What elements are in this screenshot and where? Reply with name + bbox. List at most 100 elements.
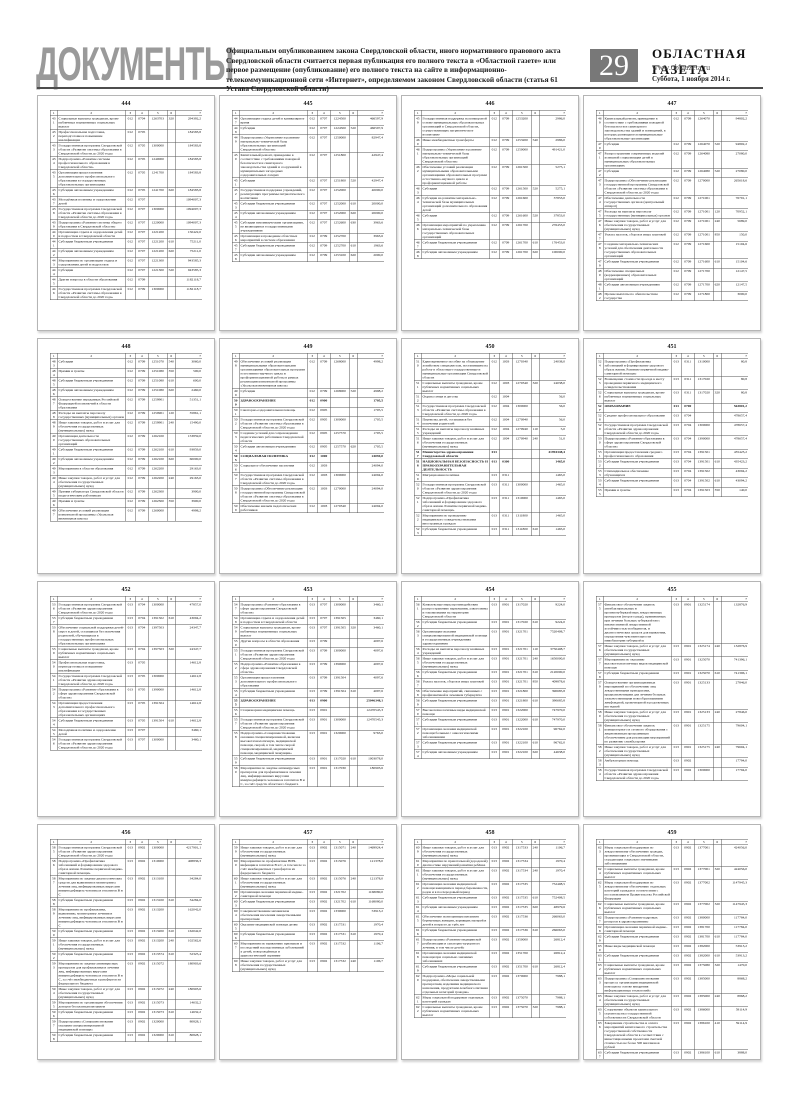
- row-number: 638: [596, 1059, 603, 1060]
- code-section: 0709: [317, 358, 331, 389]
- table-box-455: 455 1 2 3 4 5 6 7 575 Финансовое обеспечение заку…: [583, 581, 761, 817]
- row-number: 576: [596, 643, 604, 657]
- table-row: 528 Среднее профессиональное образование 0…: [596, 412, 748, 423]
- publication-notice-text: Официальным опубликованием закона Свердл…: [226, 46, 561, 84]
- code-target-article: 1221200: [148, 248, 168, 258]
- row-amount: 56,0: [539, 416, 566, 427]
- table-row: 535 Премии и гранты 013 0704 1391503 350 140,0: [596, 487, 748, 497]
- row-amount: 150,0: [721, 231, 748, 242]
- code-expense-type: 240: [531, 867, 540, 882]
- row-amount: 747970,0: [539, 707, 566, 717]
- row-description: Распространение современных моделей успе…: [603, 150, 672, 169]
- code-expense-type: 320: [713, 901, 722, 915]
- table-box-449: 449 1 2 3 4 5 6 7 498 Обеспечение условий реализа…: [219, 338, 397, 574]
- row-description: Иные виды медицинской помощи: [603, 943, 672, 953]
- code-expense-type: 620: [713, 1059, 721, 1060]
- row-amount: 59114,9: [721, 1006, 748, 1021]
- table-box-448: 448 1 2 3 4 5 6 7 483 Субсидии 012 0709 1251070 540 30…: [37, 338, 215, 574]
- code-grbs: 013: [489, 894, 500, 905]
- code-grbs: 012: [489, 239, 500, 250]
- row-number: 561: [414, 601, 422, 620]
- row-number: 495: [50, 488, 58, 499]
- code-expense-type: [531, 601, 540, 620]
- code-target-article: 1270340: [512, 380, 532, 394]
- row-description: Оказание медицинской помощи детям: [239, 921, 308, 932]
- row-amount: 184583,8: [175, 156, 202, 170]
- code-grbs: 013: [671, 656, 682, 671]
- page-number-badge: 29: [590, 49, 638, 82]
- code-section: 0311: [681, 376, 695, 390]
- code-section: 0902: [135, 960, 149, 987]
- row-amount: 24094,0: [357, 485, 384, 504]
- code-grbs: 012: [671, 218, 682, 232]
- row-number: 487: [50, 396, 58, 411]
- row-description: Субсидии бюджетным учреждениям: [57, 446, 126, 457]
- table-row: 551 Государственная программа Свердловско…: [232, 647, 384, 662]
- row-amount: 80828,1: [175, 1018, 202, 1033]
- code-expense-type: [713, 924, 722, 934]
- table-row: 520 Государственная программа Свердловско…: [414, 481, 566, 496]
- code-expense-type: [349, 716, 358, 731]
- code-target-article: 1271800: [694, 291, 714, 301]
- code-target-article: 1263703: [148, 115, 168, 130]
- row-amount: 93859,0: [175, 446, 202, 457]
- code-section: 0707: [317, 615, 331, 625]
- row-description: Меры социальной поддержки отдельных кате…: [421, 994, 490, 1005]
- row-number: 612: [414, 881, 422, 895]
- code-target-article: 1386100: [694, 1049, 714, 1059]
- row-amount: 2000,0: [357, 252, 384, 262]
- code-target-article: 1300000: [694, 422, 714, 436]
- row-description: Субсидии бюджетным учреждениям: [421, 239, 490, 250]
- code-target-article: 1300000: [148, 844, 168, 859]
- code-target-article: 1317535: [512, 894, 532, 905]
- row-amount: 4097,6: [357, 674, 384, 689]
- row-number: 471: [596, 150, 604, 169]
- row-description: Государственная программа Свердловской о…: [239, 716, 308, 731]
- code-expense-type: [349, 674, 358, 689]
- row-description: СОЦИАЛЬНАЯ ПОЛИТИКА: [239, 453, 308, 463]
- row-amount: 34284,0: [175, 897, 202, 907]
- code-target-article: 1300000: [512, 403, 532, 417]
- row-number: 553: [232, 674, 240, 689]
- code-target-article: 1221200: [148, 238, 168, 249]
- code-target-article: 1322100: [512, 739, 532, 750]
- row-number: 560: [232, 765, 240, 787]
- row-amount: 24094,0: [357, 472, 384, 486]
- budget-table-445: 1 2 3 4 5 6 7 447 Организация отдыха детей в кан…: [232, 110, 384, 262]
- code-section: 0704: [681, 458, 695, 469]
- code-grbs: 013: [307, 624, 318, 639]
- code-expense-type: 520: [531, 212, 540, 223]
- row-amount: 1970,4: [539, 867, 566, 882]
- code-grbs: 012: [307, 115, 318, 126]
- code-grbs: 012: [307, 177, 318, 188]
- table-number: 449: [303, 344, 313, 350]
- table-row: 634 Иные закупки товаров, работ и услуг д…: [596, 993, 748, 1007]
- row-number: 563: [414, 628, 422, 647]
- publication-notice-bold: (статья 61 Устава Свердловской области): [226, 74, 558, 94]
- code-section: 0709: [499, 164, 513, 186]
- row-amount: 70952,1: [721, 208, 748, 219]
- row-amount: 132876,9: [721, 643, 748, 657]
- code-section: 0902: [681, 844, 695, 867]
- row-number: 609: [414, 844, 422, 859]
- row-description: Субсидии бюджетным учреждениям: [421, 526, 490, 536]
- code-target-article: 1241700: [148, 187, 168, 197]
- code-grbs: 013: [671, 933, 682, 944]
- row-amount: 1650000,0: [539, 655, 566, 670]
- row-description: Мероприятия по организации обеспечения д…: [57, 999, 126, 1010]
- row-amount: 56,0: [539, 403, 566, 417]
- code-grbs: 013: [671, 403, 682, 413]
- row-description: Иные межбюджетные трансферты: [421, 137, 490, 147]
- code-expense-type: [167, 169, 176, 188]
- code-expense-type: 240: [167, 986, 176, 1000]
- code-expense-type: [167, 206, 176, 220]
- code-expense-type: [167, 488, 176, 499]
- table-row: 625 Меры социальной поддержки по лекарств…: [596, 879, 748, 902]
- code-expense-type: [713, 376, 722, 390]
- code-section: 1004: [499, 435, 513, 450]
- code-target-article: 1260000: [148, 507, 168, 522]
- row-amount: 1705,5: [357, 430, 384, 444]
- code-section: 0709: [317, 647, 331, 662]
- row-description: Организация предоставления дополнительно…: [57, 169, 126, 188]
- row-number: 489: [50, 419, 58, 434]
